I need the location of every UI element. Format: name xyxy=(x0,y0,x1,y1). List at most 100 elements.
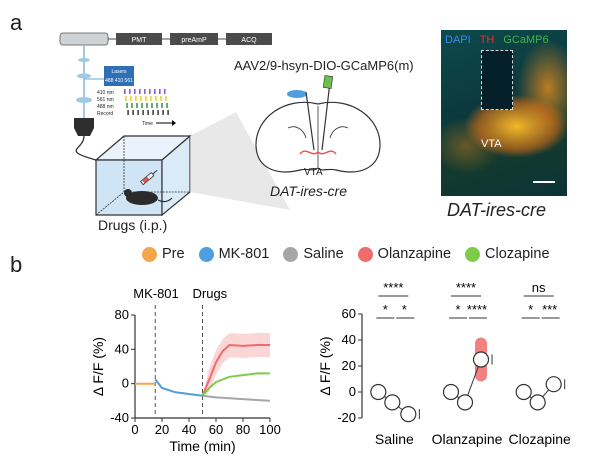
legend-label: Pre xyxy=(162,246,185,262)
raster-bar xyxy=(166,103,168,108)
virus-label: AAV2/9-hsyn-DIO-GCaMP6(m) xyxy=(234,58,414,73)
rig-head-box xyxy=(59,32,109,46)
panel-b-letter: b xyxy=(10,252,23,277)
raster-bar xyxy=(145,96,147,101)
y-tick-label: 20 xyxy=(342,358,356,373)
rig-boxes: PMT preAmP ACQ xyxy=(59,32,272,46)
raster-bar xyxy=(139,89,141,94)
mean-marker xyxy=(456,394,474,411)
implant-icon xyxy=(287,90,307,98)
mean-marker xyxy=(442,383,460,401)
mouse-line-label: DAT-ires-cre xyxy=(270,183,347,199)
y-tick-label: 0 xyxy=(349,384,356,399)
raster-bar xyxy=(154,89,156,94)
raster-bar xyxy=(132,110,134,115)
mean-marker xyxy=(400,406,417,423)
mean-marker xyxy=(370,383,387,401)
series-band xyxy=(202,333,270,396)
raster-bar xyxy=(127,110,129,115)
raster-bar xyxy=(157,110,159,115)
raster-row-label: 410 nm xyxy=(97,90,114,96)
panel-a-letter: a xyxy=(10,10,23,35)
raster-bar xyxy=(141,103,143,108)
raster-bar xyxy=(126,103,128,108)
raster-bar xyxy=(149,89,151,94)
optical-path xyxy=(74,45,104,161)
legend-label: MK-801 xyxy=(218,246,270,262)
raster-bar xyxy=(130,96,132,101)
stain-label-gcamp6: GCaMP6 xyxy=(503,34,549,46)
x-tick-label: 0 xyxy=(131,422,138,437)
arena-box xyxy=(94,134,192,217)
scale-bar xyxy=(533,181,555,183)
legend-item: MK-801 xyxy=(198,246,270,262)
legend-item: Pre xyxy=(142,246,185,262)
raster-bar xyxy=(142,110,144,115)
legend-dot-icon xyxy=(283,246,299,262)
series-line xyxy=(201,343,270,397)
raster-bar xyxy=(136,103,138,108)
raster-row-label: Record xyxy=(97,111,113,117)
category-label: Clozapine xyxy=(509,431,571,447)
lasers-sublabel: 488 410 561 xyxy=(105,78,133,84)
sig-label: * xyxy=(383,302,388,317)
raster-bar xyxy=(134,89,136,94)
sig-label: * xyxy=(528,302,533,317)
raster-bar xyxy=(160,96,162,101)
line-chart-x-label: Time (min) xyxy=(169,438,235,454)
category-label: Saline xyxy=(375,431,414,447)
rig-label-pmt: PMT xyxy=(132,37,148,44)
x-tick-label: 100 xyxy=(259,422,281,437)
raster-bar xyxy=(150,96,152,101)
lasers-label: Lasers xyxy=(111,69,127,75)
mean-marker xyxy=(515,383,532,401)
objective-icon xyxy=(74,118,94,136)
raster-bar xyxy=(155,96,157,101)
raster-bar xyxy=(144,89,146,94)
y-tick-label: -40 xyxy=(110,410,129,425)
x-tick-label: 20 xyxy=(155,422,169,437)
raster-bar xyxy=(167,110,169,115)
x-tick-label: 80 xyxy=(236,422,250,437)
x-tick-label: 40 xyxy=(182,422,196,437)
x-tick-label: 60 xyxy=(209,422,223,437)
y-tick-label: 40 xyxy=(342,332,356,347)
legend-item: Clozapine xyxy=(465,246,550,262)
mean-marker xyxy=(529,394,546,411)
raster-bar xyxy=(146,103,148,108)
y-tick-label: 60 xyxy=(342,306,356,321)
dot-chart-y-label: Δ F/F (%) xyxy=(317,336,333,395)
raster-bar xyxy=(129,89,131,94)
micrograph-vta-label: VTA xyxy=(481,138,502,150)
rig-label-preamp: preAmP xyxy=(181,37,207,44)
sig-label: **** xyxy=(467,302,487,317)
series-line xyxy=(202,394,271,402)
raster-bar xyxy=(147,110,149,115)
stain-label-dapi: DAPI xyxy=(445,34,471,46)
sig-label: * xyxy=(455,302,460,317)
mouse-icon xyxy=(126,191,158,205)
sig-label: * xyxy=(402,302,407,317)
event-label: Drugs xyxy=(193,286,228,301)
brain-section-icon xyxy=(255,75,381,173)
stain-label-th: TH xyxy=(479,34,495,46)
legend-item: Saline xyxy=(283,246,344,262)
micrograph-dark-region xyxy=(481,50,513,110)
raster-bar xyxy=(135,96,137,101)
drugs-label: Drugs (i.p.) xyxy=(98,217,167,233)
raster-bar xyxy=(165,96,167,101)
legend-dot-icon xyxy=(357,246,373,262)
y-tick-label: -20 xyxy=(337,410,356,425)
raster-bar xyxy=(162,110,164,115)
legend-label: Olanzapine xyxy=(377,246,452,262)
lasers-box: Lasers 488 410 561 xyxy=(104,66,134,86)
legend-dot-icon xyxy=(465,246,481,262)
rig-box-preamp xyxy=(170,33,218,45)
raster-row-label: 561 nm xyxy=(97,97,114,103)
legend-label: Saline xyxy=(303,246,344,262)
event-label: MK-801 xyxy=(133,286,179,301)
raster-bar xyxy=(164,89,166,94)
mean-marker xyxy=(472,351,490,368)
series-line xyxy=(154,378,203,397)
